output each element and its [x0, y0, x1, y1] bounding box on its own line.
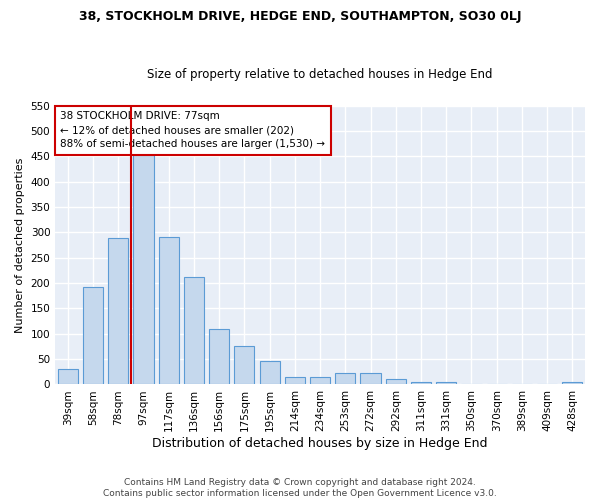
Bar: [310, 378, 330, 384]
Bar: [58, 370, 78, 384]
Bar: [235, 346, 254, 385]
Text: 38, STOCKHOLM DRIVE, HEDGE END, SOUTHAMPTON, SO30 0LJ: 38, STOCKHOLM DRIVE, HEDGE END, SOUTHAMP…: [79, 10, 521, 23]
X-axis label: Distribution of detached houses by size in Hedge End: Distribution of detached houses by size …: [152, 437, 488, 450]
Bar: [361, 374, 380, 384]
Bar: [436, 382, 457, 384]
Bar: [386, 380, 406, 384]
Bar: [184, 277, 204, 384]
Bar: [411, 382, 431, 384]
Bar: [133, 152, 154, 384]
Title: Size of property relative to detached houses in Hedge End: Size of property relative to detached ho…: [148, 68, 493, 81]
Y-axis label: Number of detached properties: Number of detached properties: [15, 158, 25, 333]
Text: 38 STOCKHOLM DRIVE: 77sqm
← 12% of detached houses are smaller (202)
88% of semi: 38 STOCKHOLM DRIVE: 77sqm ← 12% of detac…: [61, 112, 325, 150]
Bar: [335, 374, 355, 384]
Text: Contains HM Land Registry data © Crown copyright and database right 2024.
Contai: Contains HM Land Registry data © Crown c…: [103, 478, 497, 498]
Bar: [158, 236, 179, 384]
Bar: [260, 361, 280, 384]
Bar: [562, 382, 583, 384]
Bar: [108, 238, 128, 384]
Bar: [285, 378, 305, 384]
Bar: [209, 328, 229, 384]
Bar: [83, 287, 103, 384]
